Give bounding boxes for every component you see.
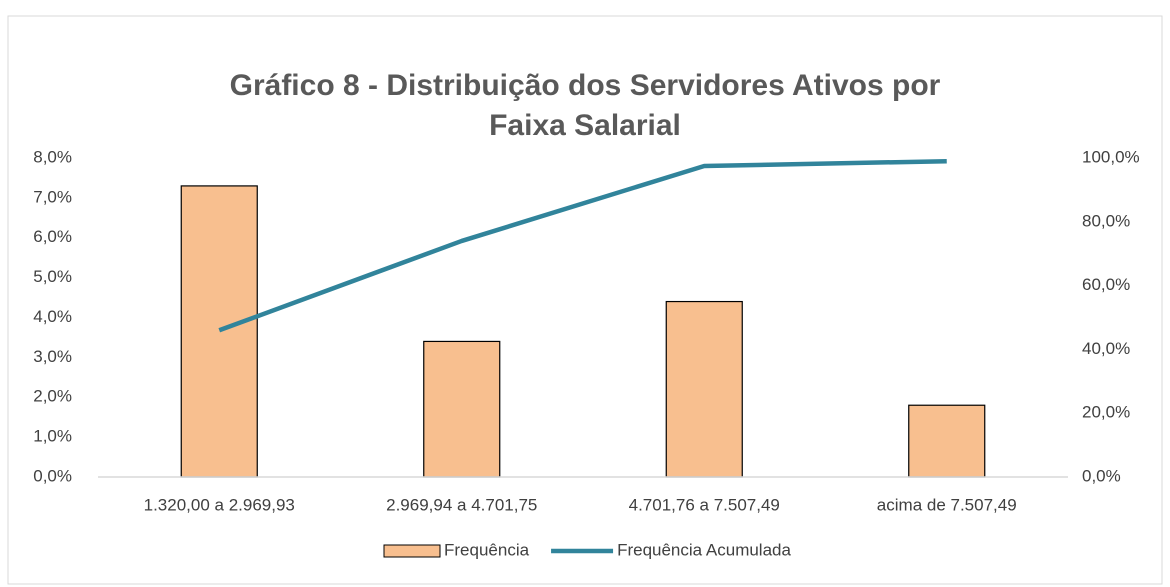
y-tick-label: 7,0% <box>33 187 72 206</box>
y2-tick-label: 20,0% <box>1082 403 1130 422</box>
bar <box>908 404 986 478</box>
legend-label: Frequência <box>444 540 530 559</box>
legend-swatch <box>383 544 441 558</box>
legend-label: Frequência Acumulada <box>617 540 791 559</box>
y-tick-label: 4,0% <box>33 307 72 326</box>
x-tick-label: acima de 7.507,49 <box>877 495 1017 514</box>
bar <box>665 300 743 478</box>
y-tick-label: 1,0% <box>33 427 72 446</box>
y-tick-label: 2,0% <box>33 387 72 406</box>
y2-tick-label: 80,0% <box>1082 211 1130 230</box>
x-tick-label: 4.701,76 a 7.507,49 <box>629 495 780 514</box>
bar <box>180 185 258 478</box>
chart-title: Gráfico 8 - Distribuição dos Servidores … <box>229 69 941 142</box>
y-tick-label: 8,0% <box>33 147 72 166</box>
bar <box>423 340 501 478</box>
y2-tick-label: 0,0% <box>1082 466 1121 485</box>
y-tick-label: 6,0% <box>33 227 72 246</box>
y2-tick-label: 60,0% <box>1082 275 1130 294</box>
y2-tick-label: 100,0% <box>1082 147 1140 166</box>
line-series <box>218 158 947 333</box>
y-tick-label: 0,0% <box>33 466 72 485</box>
x-tick-label: 1.320,00 a 2.969,93 <box>144 495 295 514</box>
y2-tick-label: 40,0% <box>1082 339 1130 358</box>
y-tick-label: 3,0% <box>33 347 72 366</box>
x-tick-label: 2.969,94 a 4.701,75 <box>386 495 537 514</box>
y-tick-label: 5,0% <box>33 267 72 286</box>
